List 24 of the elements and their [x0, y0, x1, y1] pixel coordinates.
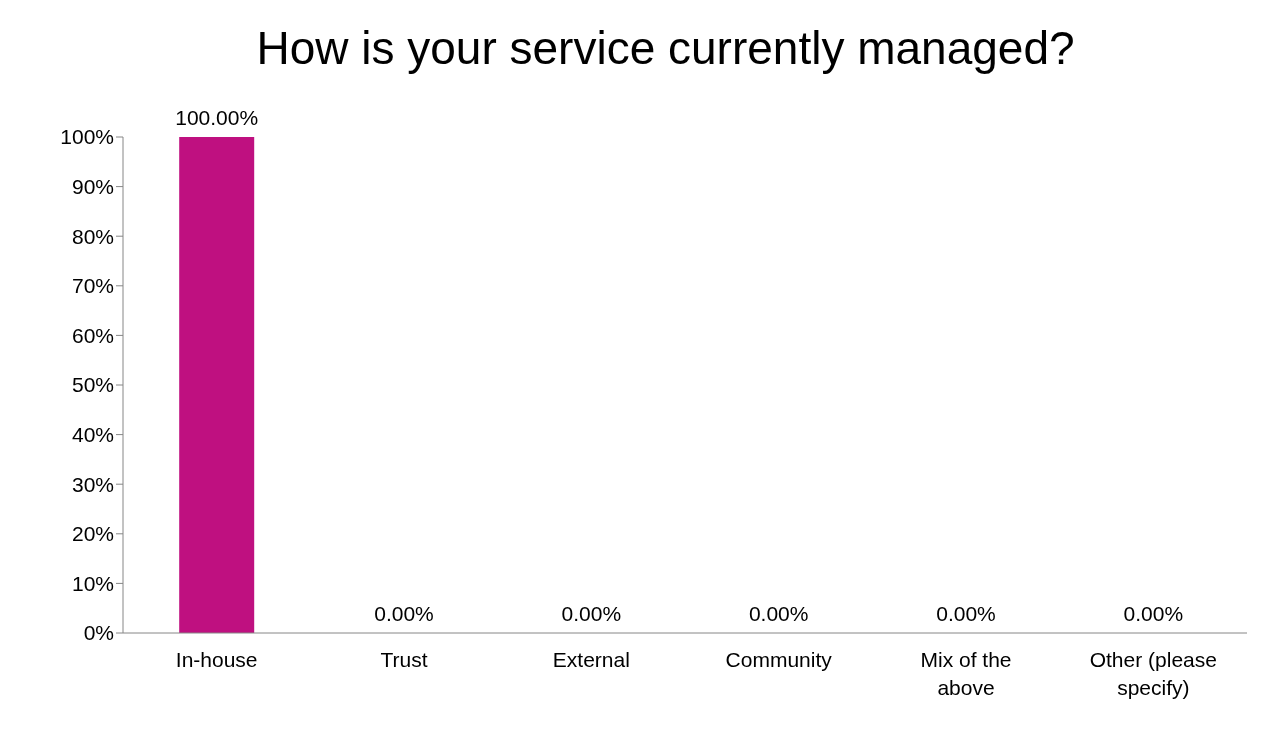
data-label: 0.00% [936, 602, 996, 625]
y-tick-label: 10% [71, 571, 114, 595]
x-tick-label: Community [725, 648, 833, 671]
y-tick-label: 30% [71, 472, 114, 496]
data-label: 0.00% [748, 602, 809, 625]
y-tick-label: 70% [71, 274, 114, 298]
chart-title: How is your service currently managed? [255, 21, 1076, 76]
y-tick-label: 80% [71, 224, 114, 248]
data-label: 100.00% [175, 106, 259, 129]
data-label: 0.00% [561, 602, 622, 625]
x-tick-label: Trust [380, 648, 428, 671]
y-tick-label: 90% [71, 175, 114, 199]
y-tick-label: 40% [71, 423, 114, 447]
data-label: 0.00% [1123, 602, 1184, 625]
y-tick-label: 100% [60, 125, 114, 149]
x-tick-label: Mix of the above [920, 648, 1012, 699]
x-tick-label: Other (please specify) [1089, 648, 1217, 699]
x-tick-label: External [552, 648, 630, 671]
y-tick-label: 0% [83, 621, 114, 645]
y-tick-label: 60% [71, 323, 114, 347]
y-tick-label: 50% [71, 373, 114, 397]
data-label: 0.00% [374, 602, 434, 625]
y-tick-label: 20% [71, 522, 114, 546]
x-tick-label: In-house [175, 648, 258, 671]
